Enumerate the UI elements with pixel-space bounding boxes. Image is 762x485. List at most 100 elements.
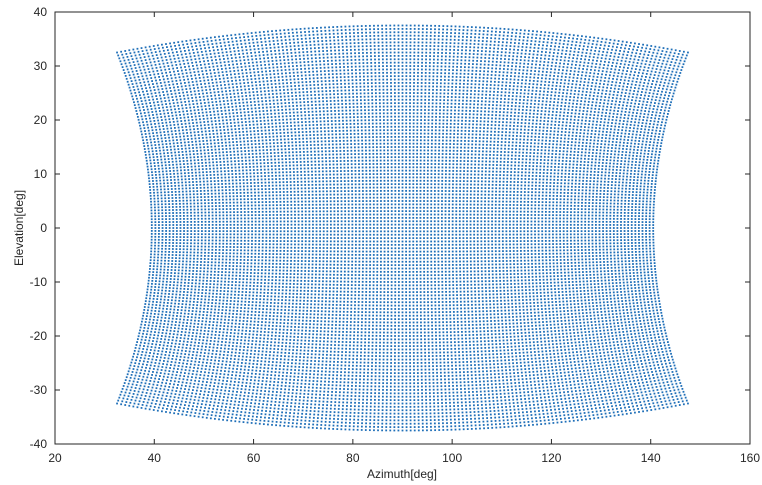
data-point bbox=[178, 132, 181, 135]
data-point bbox=[313, 40, 316, 43]
data-point bbox=[248, 88, 250, 91]
data-point bbox=[337, 96, 339, 99]
data-point bbox=[199, 121, 202, 124]
data-point bbox=[390, 132, 393, 135]
data-point bbox=[139, 127, 142, 130]
data-point bbox=[206, 146, 209, 148]
data-point bbox=[629, 127, 632, 129]
data-point bbox=[169, 71, 171, 74]
data-point bbox=[306, 94, 309, 97]
data-point bbox=[604, 57, 607, 60]
data-point bbox=[131, 70, 134, 73]
data-point bbox=[241, 49, 244, 52]
data-point bbox=[136, 113, 139, 115]
data-point bbox=[600, 40, 603, 43]
data-point bbox=[409, 44, 412, 47]
data-point bbox=[436, 82, 438, 85]
data-point bbox=[562, 46, 564, 49]
data-point bbox=[417, 41, 420, 44]
data-point bbox=[178, 129, 181, 132]
data-point bbox=[173, 123, 176, 126]
data-point bbox=[224, 112, 227, 115]
data-point bbox=[612, 58, 615, 61]
data-point bbox=[450, 109, 453, 112]
data-point bbox=[478, 29, 481, 32]
data-point bbox=[165, 43, 167, 45]
data-point bbox=[171, 64, 174, 67]
data-point bbox=[241, 72, 244, 75]
data-point bbox=[564, 56, 567, 59]
data-point bbox=[232, 115, 235, 118]
data-point bbox=[275, 132, 278, 135]
data-point bbox=[289, 111, 291, 114]
data-point bbox=[592, 94, 595, 97]
data-point bbox=[539, 123, 542, 125]
data-point bbox=[401, 61, 404, 64]
data-point bbox=[187, 81, 190, 84]
data-point bbox=[295, 98, 298, 101]
data-point bbox=[606, 105, 609, 108]
data-point bbox=[538, 136, 540, 138]
data-point bbox=[238, 53, 241, 55]
data-point bbox=[200, 127, 203, 130]
data-point bbox=[628, 130, 631, 132]
data-point bbox=[360, 109, 363, 112]
data-point bbox=[324, 133, 326, 136]
data-point bbox=[180, 144, 183, 147]
data-point bbox=[623, 98, 626, 101]
data-point bbox=[373, 45, 376, 47]
data-point bbox=[537, 73, 540, 76]
data-point bbox=[307, 64, 310, 67]
data-point bbox=[265, 100, 267, 102]
data-point bbox=[667, 70, 670, 72]
data-point bbox=[207, 82, 210, 85]
data-point bbox=[210, 98, 213, 100]
data-point bbox=[405, 75, 408, 78]
data-point bbox=[409, 95, 411, 98]
data-point bbox=[231, 37, 233, 40]
data-point bbox=[291, 91, 293, 94]
data-point bbox=[121, 66, 124, 69]
data-point bbox=[139, 69, 142, 72]
data-point bbox=[671, 70, 674, 73]
data-point bbox=[580, 38, 583, 41]
data-point bbox=[135, 94, 138, 97]
data-point bbox=[222, 77, 225, 80]
data-point bbox=[136, 47, 139, 50]
data-point bbox=[170, 130, 173, 133]
data-point bbox=[126, 80, 129, 83]
data-point bbox=[461, 45, 464, 48]
data-point bbox=[332, 26, 335, 28]
data-point bbox=[220, 110, 223, 112]
data-point bbox=[479, 63, 482, 66]
data-point bbox=[481, 87, 484, 89]
data-point bbox=[469, 99, 472, 102]
data-point bbox=[425, 45, 428, 47]
data-point bbox=[245, 49, 248, 51]
data-point bbox=[170, 148, 172, 151]
data-point bbox=[263, 116, 265, 119]
data-point bbox=[263, 57, 265, 60]
data-point bbox=[452, 65, 455, 68]
data-point bbox=[327, 63, 330, 66]
data-point bbox=[589, 94, 591, 97]
data-point bbox=[174, 108, 176, 111]
data-point bbox=[397, 95, 400, 98]
data-point bbox=[162, 91, 165, 93]
data-point bbox=[571, 105, 574, 108]
data-point bbox=[660, 78, 663, 81]
data-point bbox=[216, 107, 219, 110]
data-point bbox=[619, 82, 622, 84]
data-point bbox=[423, 136, 426, 138]
data-point bbox=[228, 112, 231, 115]
data-point bbox=[633, 45, 635, 48]
data-point bbox=[287, 138, 290, 141]
data-point bbox=[379, 119, 382, 122]
data-point bbox=[458, 86, 461, 89]
data-point bbox=[421, 68, 423, 71]
data-point bbox=[485, 93, 488, 96]
data-point bbox=[409, 24, 412, 27]
data-point bbox=[586, 139, 588, 141]
data-point bbox=[394, 132, 397, 135]
data-point bbox=[524, 82, 527, 85]
